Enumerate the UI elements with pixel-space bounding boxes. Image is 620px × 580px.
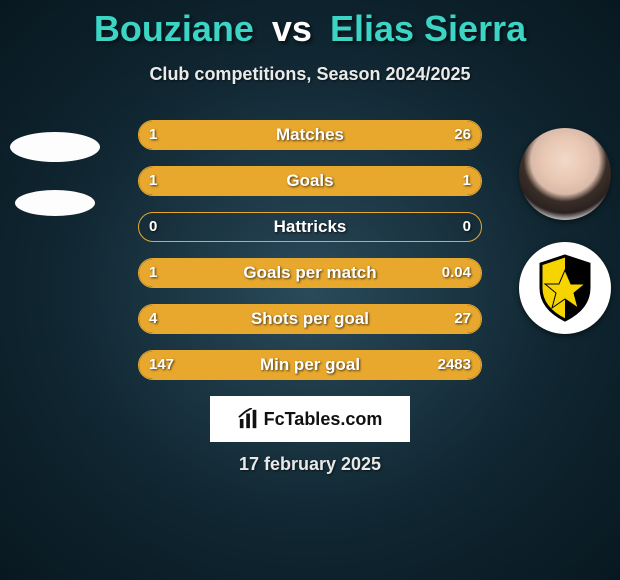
stat-label: Hattricks — [139, 213, 481, 241]
stat-value-right: 0.04 — [442, 259, 471, 287]
stat-label: Goals — [139, 167, 481, 195]
subtitle: Club competitions, Season 2024/2025 — [0, 64, 620, 85]
stat-value-right: 27 — [454, 305, 471, 333]
player1-column — [0, 120, 110, 390]
stat-row: 1Goals per match0.04 — [138, 258, 482, 288]
comparison-title: Bouziane vs Elias Sierra — [0, 0, 620, 50]
stat-value-right: 1 — [463, 167, 471, 195]
stat-label: Shots per goal — [139, 305, 481, 333]
player1-avatar-placeholder — [10, 132, 100, 162]
player2-avatar — [519, 128, 611, 220]
shield-icon — [527, 250, 603, 326]
stat-row: 0Hattricks0 — [138, 212, 482, 242]
vs-text: vs — [272, 8, 312, 49]
player1-name: Bouziane — [94, 8, 254, 49]
stat-label: Matches — [139, 121, 481, 149]
stat-row: 1Matches26 — [138, 120, 482, 150]
stat-bars-container: 1Matches261Goals10Hattricks01Goals per m… — [138, 120, 482, 396]
player2-column — [510, 120, 620, 390]
player1-club-placeholder — [15, 190, 95, 216]
stats-area: 1Matches261Goals10Hattricks01Goals per m… — [0, 120, 620, 390]
stat-row: 4Shots per goal27 — [138, 304, 482, 334]
stat-label: Goals per match — [139, 259, 481, 287]
stat-value-right: 0 — [463, 213, 471, 241]
stat-row: 147Min per goal2483 — [138, 350, 482, 380]
fctables-label: FcTables.com — [264, 409, 383, 430]
stat-row: 1Goals1 — [138, 166, 482, 196]
stat-value-right: 2483 — [438, 351, 471, 379]
player2-name: Elias Sierra — [330, 8, 526, 49]
stat-label: Min per goal — [139, 351, 481, 379]
stat-value-right: 26 — [454, 121, 471, 149]
fctables-watermark: FcTables.com — [210, 396, 410, 442]
date-text: 17 february 2025 — [0, 454, 620, 475]
chart-bar-icon — [238, 408, 260, 430]
player2-club-badge — [519, 242, 611, 334]
